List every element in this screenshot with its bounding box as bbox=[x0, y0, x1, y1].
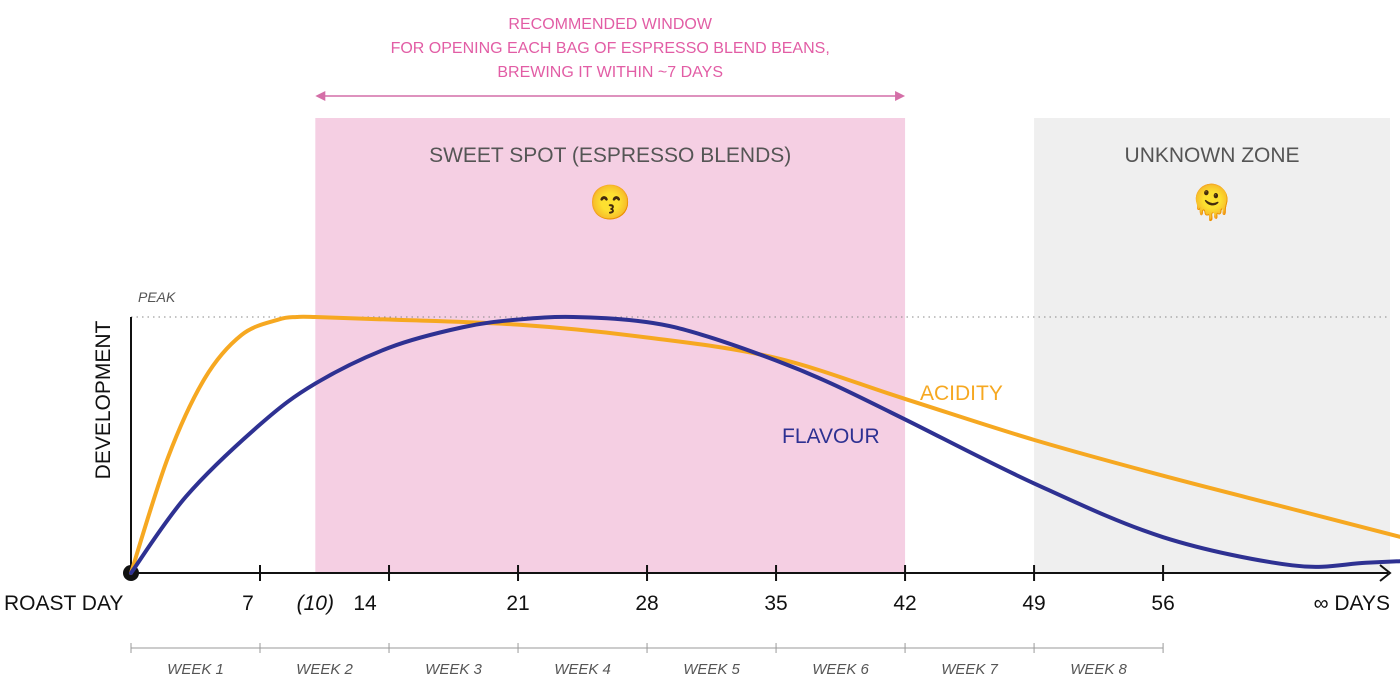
series-line-flavour bbox=[129, 314, 1400, 575]
week-label: WEEK 7 bbox=[941, 661, 998, 678]
x-tick-label: 14 bbox=[353, 592, 377, 615]
x-tick-label: 35 bbox=[764, 592, 787, 615]
x-tick-label: 49 bbox=[1022, 592, 1045, 615]
series-line-acidity bbox=[129, 314, 1400, 575]
x-axis-arrow bbox=[1379, 564, 1392, 582]
week-label: WEEK 6 bbox=[812, 661, 869, 678]
infinity-label: ∞ DAYS bbox=[1314, 592, 1390, 615]
annotation-line-1: FOR OPENING EACH BAG OF ESPRESSO BLEND B… bbox=[391, 40, 830, 57]
annotation-arrow-left bbox=[315, 91, 326, 101]
region-label-0: SWEET SPOT (ESPRESSO BLENDS) bbox=[429, 144, 791, 167]
week-label: WEEK 4 bbox=[554, 661, 611, 678]
origin-label: ROAST DAY bbox=[4, 592, 123, 615]
annotation-line-0: RECOMMENDED WINDOW bbox=[508, 16, 712, 33]
series-label-flavour: FLAVOUR bbox=[782, 425, 880, 448]
series-layer bbox=[129, 314, 1400, 575]
region-1 bbox=[1034, 118, 1390, 573]
series-label-acidity: ACIDITY bbox=[920, 382, 1003, 405]
peak-label: PEAK bbox=[138, 289, 176, 305]
y-axis-label: DEVELOPMENT bbox=[92, 320, 115, 479]
x-tick-label: 21 bbox=[506, 592, 529, 615]
x-tick-label: 28 bbox=[635, 592, 658, 615]
region-emoji-1: 🫠 bbox=[1191, 180, 1233, 222]
week-label: WEEK 5 bbox=[683, 661, 740, 678]
annotation-arrow-right bbox=[895, 91, 906, 101]
week-label: WEEK 2 bbox=[296, 661, 353, 678]
axes-layer: DEVELOPMENT 7 (10) 14 21 28 35 42 49 56 ROAST DAY ∞… bbox=[4, 317, 1392, 615]
regions-layer: SWEET SPOT (ESPRESSO BLENDS) 😙 UNKNOWN ZON… bbox=[315, 118, 1390, 573]
x-tick-label: 56 bbox=[1151, 592, 1174, 615]
region-label-1: UNKNOWN ZONE bbox=[1125, 144, 1300, 167]
weeks-layer: WEEK 1 WEEK 2 WEEK 3 WEEK 4 WEEK 5 WEEK 6 WEEK… bbox=[130, 643, 1164, 678]
week-label: WEEK 1 bbox=[167, 661, 224, 678]
region-0 bbox=[315, 118, 906, 573]
region-emoji-0: 😙 bbox=[589, 184, 631, 222]
annotation-line-2: BREWING IT WITHIN ~7 DAYS bbox=[497, 64, 723, 81]
week-label: WEEK 3 bbox=[425, 661, 482, 678]
labels-layer: ACIDITY FLAVOUR bbox=[782, 382, 1003, 448]
x-tick-label: 7 bbox=[242, 592, 254, 615]
x-tick-label: (10) bbox=[297, 592, 334, 615]
annotation-layer: RECOMMENDED WINDOW FOR OPENING EACH BAG O… bbox=[315, 16, 906, 101]
x-tick-label: 42 bbox=[893, 592, 916, 615]
week-label: WEEK 8 bbox=[1070, 661, 1127, 678]
